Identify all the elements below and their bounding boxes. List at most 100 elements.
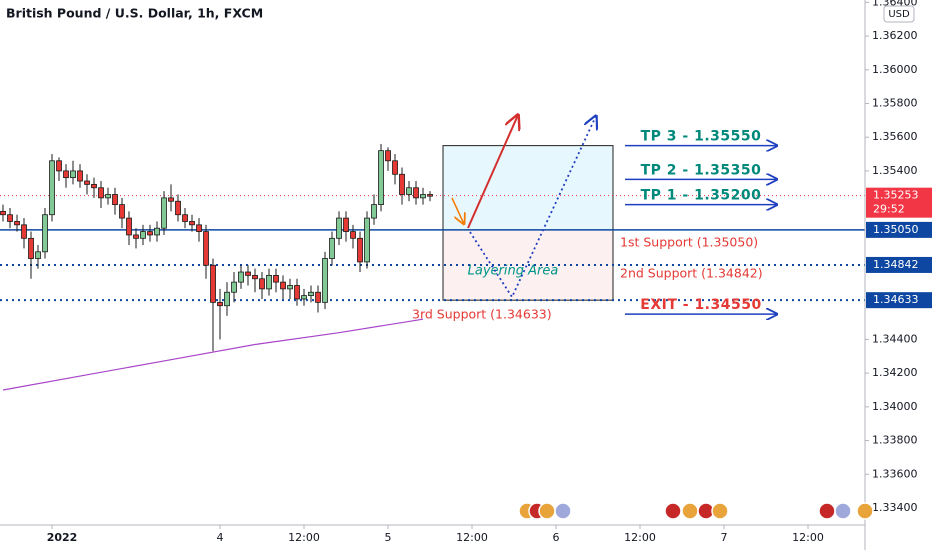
- candle-body: [266, 274, 272, 290]
- candle-body: [259, 278, 265, 290]
- x-tick-label: 2022: [47, 531, 78, 544]
- y-tick-label: 1.36200: [872, 29, 918, 42]
- candle-body: [0, 210, 6, 216]
- candle-body: [84, 180, 90, 185]
- candle-body: [140, 231, 146, 239]
- candle-body: [70, 170, 76, 179]
- zone-label: Layering Area: [468, 264, 559, 279]
- candle-body: [56, 160, 62, 172]
- y-tick-label: 1.36000: [872, 63, 918, 76]
- support-label: 3rd Support (1.34633): [412, 307, 552, 322]
- candle-body: [420, 194, 426, 199]
- y-tick-label: 1.36400: [872, 0, 918, 8]
- candle-body: [189, 221, 195, 226]
- y-tick-label: 1.35800: [872, 96, 918, 109]
- price-label-box: [866, 292, 932, 309]
- candle-body: [315, 291, 321, 303]
- support-label: 1st Support (1.35050): [620, 235, 758, 250]
- price-label: 1.35050: [873, 223, 919, 236]
- x-tick-label: 5: [385, 531, 392, 544]
- x-tick-label: 12:00: [792, 531, 824, 544]
- candle-body: [245, 271, 251, 276]
- y-tick-label: 1.34400: [872, 332, 918, 345]
- candle-body: [329, 237, 335, 259]
- x-tick-label: 12:00: [456, 531, 488, 544]
- price-label-box: [866, 221, 932, 238]
- candle-body: [210, 264, 216, 303]
- x-tick-label: 12:00: [288, 531, 320, 544]
- candle-body: [357, 237, 363, 263]
- candle-body: [147, 231, 153, 236]
- candle-body: [385, 150, 391, 162]
- entry-arrow: [451, 197, 464, 224]
- candle-body: [301, 295, 307, 300]
- countdown: 29:52: [873, 203, 905, 216]
- currency-box[interactable]: [883, 5, 915, 23]
- candle-body: [399, 173, 405, 195]
- candle-body: [238, 271, 244, 283]
- candle-body: [28, 237, 34, 259]
- current-price-box: [866, 187, 932, 218]
- candle-body: [196, 224, 202, 232]
- y-tick-label: 1.33800: [872, 434, 918, 447]
- candle-body: [287, 285, 293, 290]
- candle-body: [203, 231, 209, 266]
- moving-average: [2, 318, 424, 391]
- x-tick-label: 6: [553, 531, 560, 544]
- y-tick-label: 1.35600: [872, 130, 918, 143]
- candle-body: [91, 183, 97, 189]
- candle-body: [427, 194, 433, 197]
- event-icons[interactable]: [518, 502, 874, 520]
- candle-body: [252, 274, 258, 280]
- candle-body: [224, 291, 230, 307]
- candle-body: [42, 214, 48, 253]
- target-label: TP 2 - 1.35350: [641, 162, 762, 178]
- candle-body: [154, 227, 160, 236]
- candle-body: [77, 170, 83, 182]
- candle-body: [7, 214, 13, 222]
- candle-body: [49, 160, 55, 216]
- y-tick-label: 1.34200: [872, 366, 918, 379]
- price-label: 1.34633: [873, 293, 919, 306]
- price-label: 1.34842: [873, 258, 919, 271]
- candle-body: [273, 274, 279, 283]
- target-label: EXIT - 1.34550: [640, 297, 761, 313]
- chart-title: British Pound / U.S. Dollar, 1h, FXCM: [6, 6, 263, 21]
- candle-body: [175, 200, 181, 216]
- candle-body: [126, 217, 132, 236]
- candle-body: [322, 258, 328, 303]
- candle-body: [63, 170, 69, 179]
- candle-body: [308, 291, 314, 297]
- candle-body: [336, 217, 342, 239]
- candle-body: [133, 234, 139, 239]
- candle-body: [98, 187, 104, 199]
- candle-body: [168, 197, 174, 202]
- candle-body: [182, 214, 188, 222]
- support-label: 2nd Support (1.34842): [620, 266, 763, 281]
- candle-body: [364, 217, 370, 263]
- currency: USD: [888, 9, 910, 20]
- y-tick-label: 1.33600: [872, 467, 918, 480]
- candle-body: [294, 285, 300, 300]
- target-zone: [443, 145, 613, 230]
- candle-body: [14, 221, 20, 226]
- x-tick-label: 4: [217, 531, 224, 544]
- layer-arrow: [469, 116, 596, 299]
- candle-body: [161, 197, 167, 229]
- target-label: TP 1 - 1.35200: [641, 188, 762, 204]
- x-tick-label: 7: [721, 531, 728, 544]
- candle-body: [343, 217, 349, 232]
- candle-body: [406, 187, 412, 195]
- y-tick-label: 1.34000: [872, 400, 918, 413]
- candle-body: [21, 224, 27, 239]
- price-label-box: [866, 256, 932, 273]
- bull-arrow: [467, 115, 518, 229]
- y-tick-label: 1.35400: [872, 164, 918, 177]
- candle-body: [413, 187, 419, 199]
- candle-body: [217, 301, 223, 307]
- candle-body: [371, 204, 377, 219]
- candle-body: [112, 194, 118, 206]
- candle-body: [35, 251, 41, 259]
- candle-body: [231, 281, 237, 293]
- candle-body: [392, 160, 398, 175]
